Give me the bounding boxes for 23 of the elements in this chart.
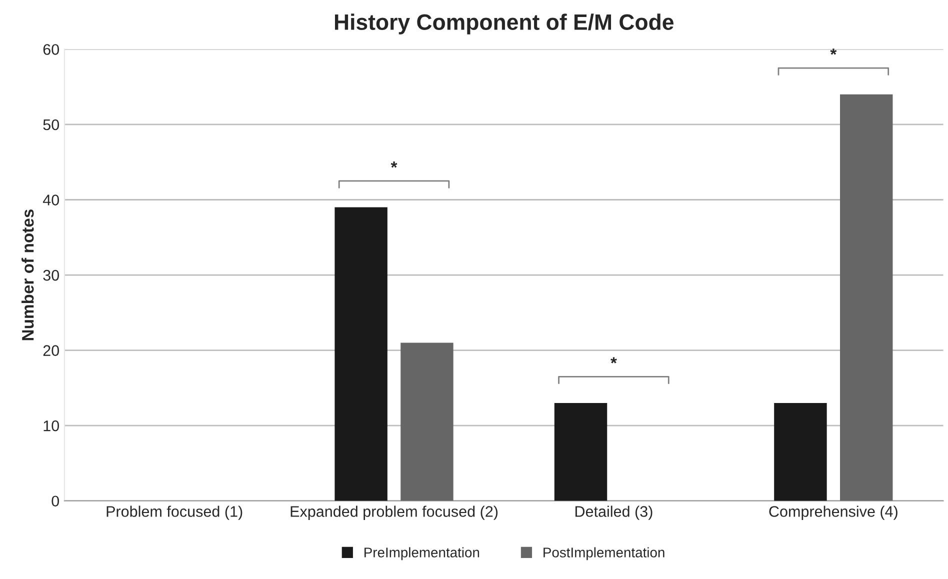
bar (400, 342, 454, 501)
y-axis-title: Number of notes (22, 210, 34, 340)
legend-label: PostImplementation (544, 547, 664, 560)
bar (774, 402, 827, 501)
y-tick-label: 40 (42, 194, 60, 206)
annotation: * (390, 161, 398, 168)
y-tick-label: 50 (43, 119, 60, 130)
chart-title: History Component of E/M Code (334, 14, 674, 34)
bar (554, 402, 608, 501)
x-tick-label: Comprehensive (4) (769, 506, 898, 520)
y-tick-label: 10 (44, 420, 60, 432)
x-tick-label: Problem focused (1) (106, 506, 242, 520)
y-tick-label: 60 (43, 44, 60, 55)
y-tick-label: 0 (52, 496, 60, 507)
x-tick-label: Expanded problem focused (2) (290, 506, 498, 520)
y-tick-label: 30 (43, 270, 60, 281)
y-tick-label: 20 (43, 345, 60, 356)
annotation: * (610, 357, 617, 364)
bar (334, 207, 388, 501)
legend-label: PreImplementation (364, 547, 480, 560)
x-tick-label: Detailed (3) (575, 506, 652, 520)
annotation: * (830, 48, 837, 55)
bar (840, 94, 893, 501)
